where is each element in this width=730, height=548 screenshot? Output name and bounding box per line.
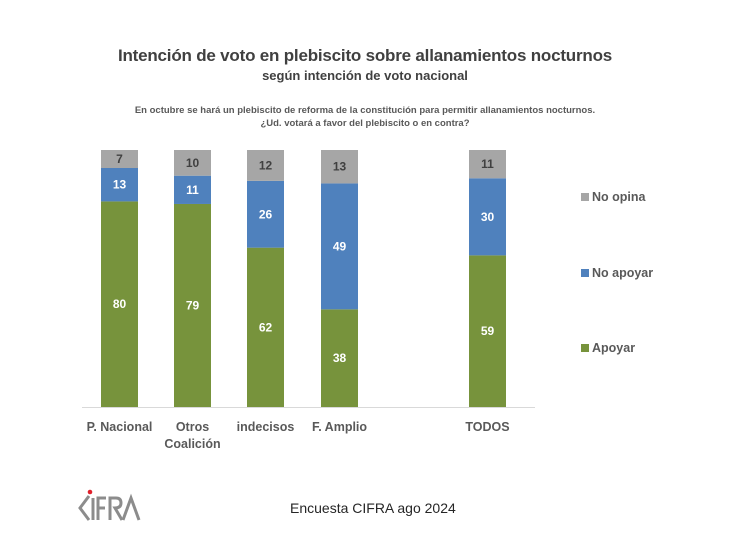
bar-segment-no-opina [247,150,284,181]
bar-segment-no-apoyar [469,178,506,256]
data-label: 38 [333,351,347,365]
data-label: 59 [481,324,495,338]
chart-title: Intención de voto en plebiscito sobre al… [117,46,613,65]
legend-label: No apoyar [592,266,653,280]
legend-label: Apoyar [592,341,635,355]
data-label: 13 [333,160,347,174]
category-label: TODOS [465,420,509,434]
data-label: 11 [186,183,199,197]
bar-segment-no-apoyar [174,175,211,204]
bar-segment-apoyar [321,309,358,407]
data-label: 30 [481,210,495,224]
bar-segment-apoyar [101,201,138,407]
data-label: 80 [113,297,127,311]
data-label: 26 [259,207,273,221]
bar-segment-no-opina [101,150,138,168]
category-label: Otros [176,420,209,434]
bar-segment-no-opina [174,150,211,176]
bar-segment-no-apoyar [321,183,358,310]
data-label: 49 [333,239,347,253]
data-label: 79 [186,298,200,312]
data-label: 11 [481,157,494,171]
legend-label: No opina [592,190,647,204]
data-label: 13 [113,178,127,192]
bar-segment-no-apoyar [101,167,138,202]
bar-segment-no-opina [469,150,506,179]
source-footer: Encuesta CIFRA ago 2024 [290,500,456,516]
category-label: indecisos [237,420,295,434]
data-label: 10 [186,156,200,170]
survey-question-line-1: En octubre se hará un plebiscito de refo… [134,105,596,116]
bar-segment-no-apoyar [247,180,284,248]
bar-segment-apoyar [247,247,284,407]
category-label: P. Nacional [87,420,153,434]
legend-swatch [581,269,589,277]
bar-segment-apoyar [469,255,506,407]
category-label: Coalición [164,437,220,451]
survey-question-line-2: ¿Ud. votará a favor del plebiscito o en … [260,118,470,129]
data-label: 12 [259,158,273,172]
category-label: F. Amplio [312,420,367,434]
data-label: 7 [116,152,123,166]
legend-swatch [581,344,589,352]
data-label: 62 [259,320,273,334]
cifra-logo [77,488,141,527]
bar-segment-no-opina [321,150,358,184]
bar-segment-apoyar [174,203,211,407]
legend-swatch [581,193,589,201]
survey-question: En octubre se hará un plebiscito de refo… [0,104,730,130]
chart-subtitle: según intención de voto nacional [262,68,468,83]
